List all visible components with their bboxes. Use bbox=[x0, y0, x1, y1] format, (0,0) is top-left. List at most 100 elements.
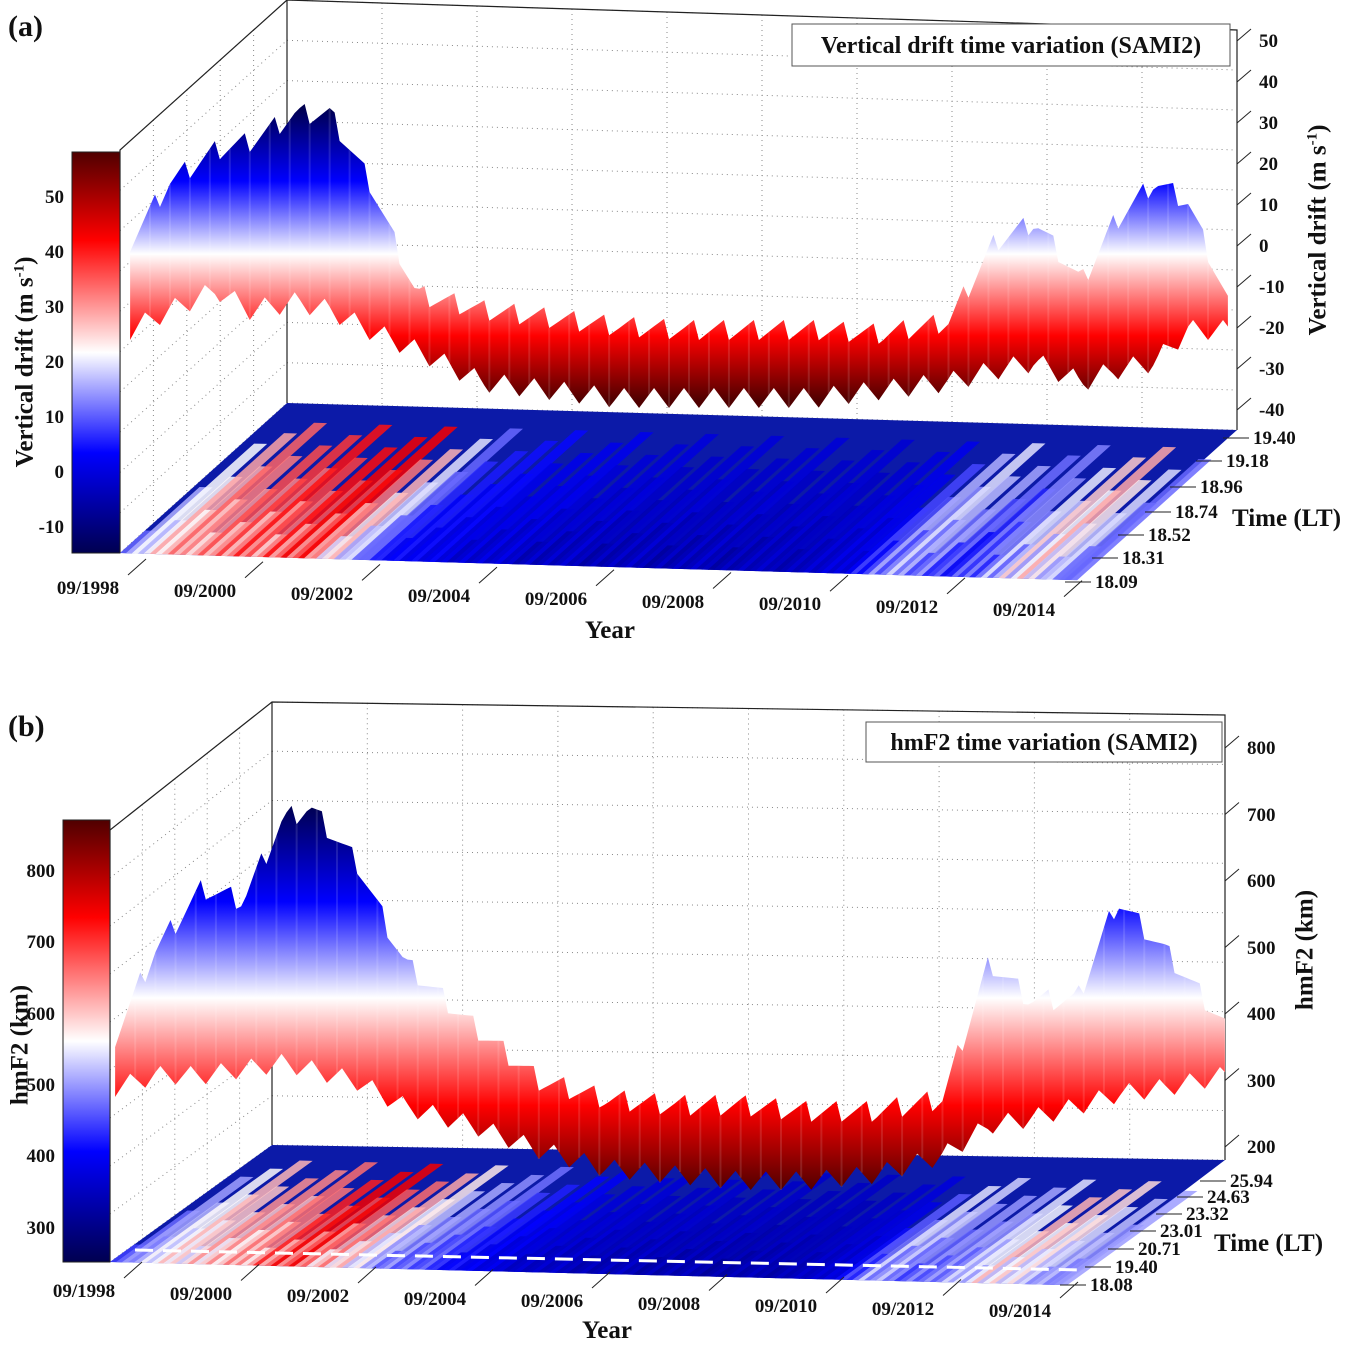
y-tick-label: 18.31 bbox=[1122, 548, 1165, 570]
floor-contour-band bbox=[1064, 459, 1212, 581]
floor-contour-band bbox=[561, 1195, 682, 1274]
floor-contour-band bbox=[1036, 1198, 1168, 1285]
x-tick bbox=[357, 1266, 377, 1284]
y-tick-label: 18.09 bbox=[1095, 572, 1138, 594]
floor-contour-band bbox=[262, 447, 398, 558]
floor-contour-band bbox=[300, 1189, 420, 1267]
grid-line bbox=[286, 201, 1238, 231]
floor-contour-band bbox=[252, 1179, 385, 1266]
x-tick bbox=[123, 1261, 143, 1279]
x-tick bbox=[1063, 580, 1083, 597]
surface bbox=[130, 104, 1228, 408]
floor-contour-band bbox=[757, 1200, 878, 1278]
z-tick bbox=[1236, 28, 1252, 42]
floor-contour-band bbox=[375, 461, 499, 561]
x-tick bbox=[240, 1264, 260, 1281]
floor-contour-band bbox=[418, 1166, 574, 1270]
colorbar-tick-label: 500 bbox=[26, 1074, 56, 1096]
floor-contour-band bbox=[737, 449, 885, 571]
floor-contour-band bbox=[980, 467, 1117, 578]
z-tick bbox=[1224, 802, 1240, 815]
floor-contour-band bbox=[727, 1182, 871, 1278]
x-tick-label: 09/2012 bbox=[875, 597, 939, 619]
grid-line bbox=[286, 80, 1238, 111]
z-tick-label: 500 bbox=[1247, 937, 1276, 959]
floor-contour-band bbox=[121, 1176, 254, 1263]
grid-line bbox=[109, 849, 273, 975]
floor-contour-band bbox=[179, 455, 303, 556]
panel-a bbox=[71, 0, 1252, 597]
y-tick-label: 18.08 bbox=[1090, 1275, 1133, 1297]
z-tick bbox=[1224, 735, 1240, 749]
y-tick-label: 24.63 bbox=[1207, 1187, 1250, 1209]
z-label-superscript: -1 bbox=[11, 264, 28, 278]
floor-contour-band bbox=[875, 1177, 1032, 1281]
floor-contour-band bbox=[353, 1165, 509, 1269]
z-label-text: Vertical drift (m s bbox=[11, 277, 39, 468]
floor-contour-band bbox=[644, 1189, 776, 1276]
floor-contour-band bbox=[887, 1203, 1008, 1282]
floor-contour-band bbox=[755, 439, 915, 572]
floor-contour-band bbox=[1046, 469, 1182, 580]
floor-contour-band bbox=[393, 450, 529, 562]
colorbar-tick-label: -10 bbox=[38, 516, 64, 538]
x-tick bbox=[708, 1274, 728, 1291]
floor-contour-band bbox=[541, 444, 689, 566]
z-label-text: hmF2 (km) bbox=[6, 984, 34, 1106]
x-tick-label: 09/2000 bbox=[169, 1283, 233, 1305]
floor-contour-band bbox=[310, 459, 434, 559]
z-tick-label: 0 bbox=[1259, 236, 1269, 258]
floor-contour-band bbox=[868, 453, 1016, 575]
z-tick-label: 300 bbox=[1247, 1070, 1276, 1092]
floor-contour-band bbox=[820, 441, 981, 574]
floor-contour-band bbox=[858, 1185, 1002, 1281]
floor-contour-band bbox=[197, 445, 333, 556]
x-tick-label: 09/2004 bbox=[407, 586, 471, 608]
x-tick bbox=[244, 561, 264, 579]
x-axis-title: Year bbox=[585, 616, 635, 644]
x-tick-label: 09/2006 bbox=[524, 588, 588, 610]
z-tick bbox=[1224, 1134, 1240, 1148]
x-tick-label: 09/2010 bbox=[758, 594, 822, 616]
z-axis-title-right: hmF2 (km) bbox=[1292, 890, 1319, 1010]
floor-contour-band bbox=[149, 433, 298, 555]
chart-title: Vertical drift time variation (SAMI2) bbox=[820, 33, 1202, 60]
floor-contour-band bbox=[335, 1173, 480, 1268]
floor-contour-band bbox=[523, 454, 660, 565]
z-tick-label: -40 bbox=[1259, 400, 1285, 422]
panel-b bbox=[62, 701, 1240, 1299]
floor-contour-band bbox=[775, 1192, 907, 1279]
y-tick-label: 23.32 bbox=[1186, 1204, 1229, 1226]
z-tick-label: 20 bbox=[1259, 154, 1278, 176]
reference-dashed-line bbox=[134, 1248, 1081, 1272]
floor-contour-band bbox=[672, 448, 820, 570]
floor-contour-band bbox=[167, 422, 328, 555]
floor-contour-band bbox=[484, 1168, 640, 1272]
floor-contour-band bbox=[1006, 1181, 1162, 1285]
x-tick-label: 09/2010 bbox=[754, 1296, 818, 1318]
grid-line bbox=[109, 1046, 273, 1167]
floor-contour-band bbox=[222, 1162, 378, 1266]
colorbar-tick-label: 800 bbox=[26, 861, 56, 883]
floor-contour-band bbox=[234, 1187, 355, 1266]
floor-contour-band bbox=[363, 428, 524, 561]
floor-contour-band bbox=[636, 468, 760, 569]
floor-contour-band bbox=[905, 1195, 1038, 1282]
chart-title: hmF2 time variation (SAMI2) bbox=[890, 730, 1198, 757]
floor-contour-band bbox=[157, 1160, 313, 1264]
grid-line bbox=[109, 800, 273, 927]
floor-contour-band bbox=[215, 435, 363, 557]
x-tick bbox=[825, 1276, 845, 1294]
grid-line bbox=[286, 281, 1238, 311]
floor-contour-band bbox=[654, 458, 790, 569]
floor-contour-band bbox=[1018, 1206, 1139, 1285]
z-label-superscript: -1 bbox=[1304, 132, 1321, 146]
y-tick-label: 23.01 bbox=[1160, 1221, 1203, 1243]
floor-contour-band bbox=[244, 457, 368, 557]
floor-contour-band bbox=[614, 1171, 770, 1275]
floor-contour-band bbox=[327, 449, 464, 560]
z-tick bbox=[1236, 233, 1252, 247]
z-axis-title-left: Vertical drift (m s-1) bbox=[11, 257, 39, 468]
floor-contour-band bbox=[430, 1192, 551, 1271]
